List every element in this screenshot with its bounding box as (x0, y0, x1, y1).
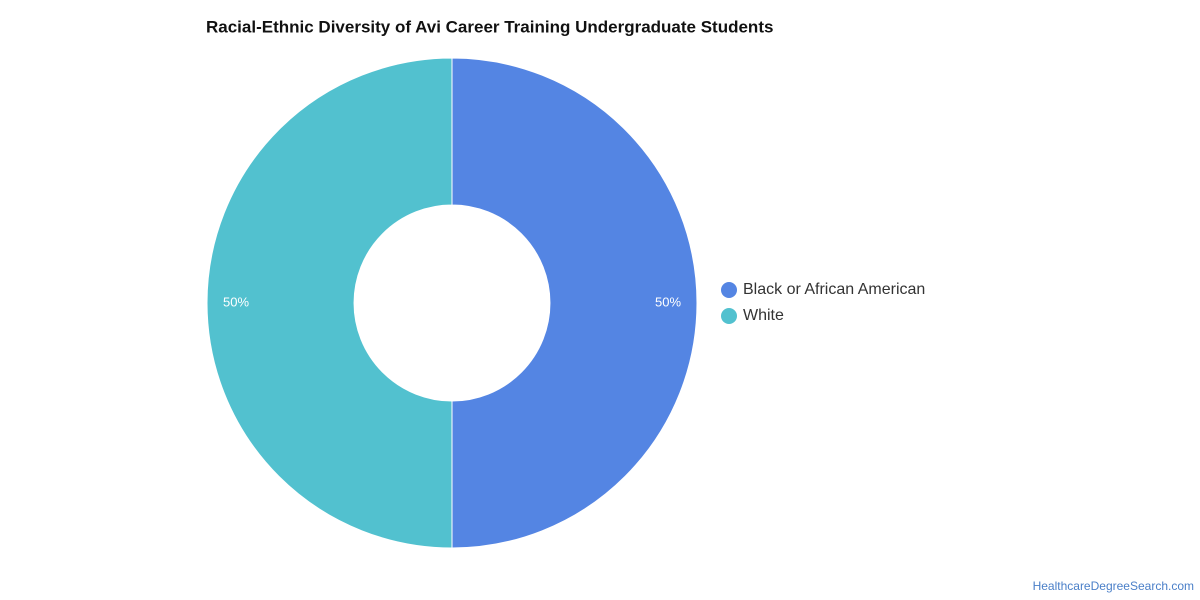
legend-marker (721, 282, 737, 298)
chart-title: Racial-Ethnic Diversity of Avi Career Tr… (206, 17, 773, 36)
source-link[interactable]: HealthcareDegreeSearch.com (1033, 579, 1194, 593)
slice (451, 57, 698, 549)
data-label: 50% (655, 294, 681, 309)
legend-marker (721, 308, 737, 324)
legend-label: White (743, 307, 784, 324)
slice (206, 57, 453, 549)
legend-label: Black or African American (743, 281, 925, 298)
data-label: 50% (223, 294, 249, 309)
